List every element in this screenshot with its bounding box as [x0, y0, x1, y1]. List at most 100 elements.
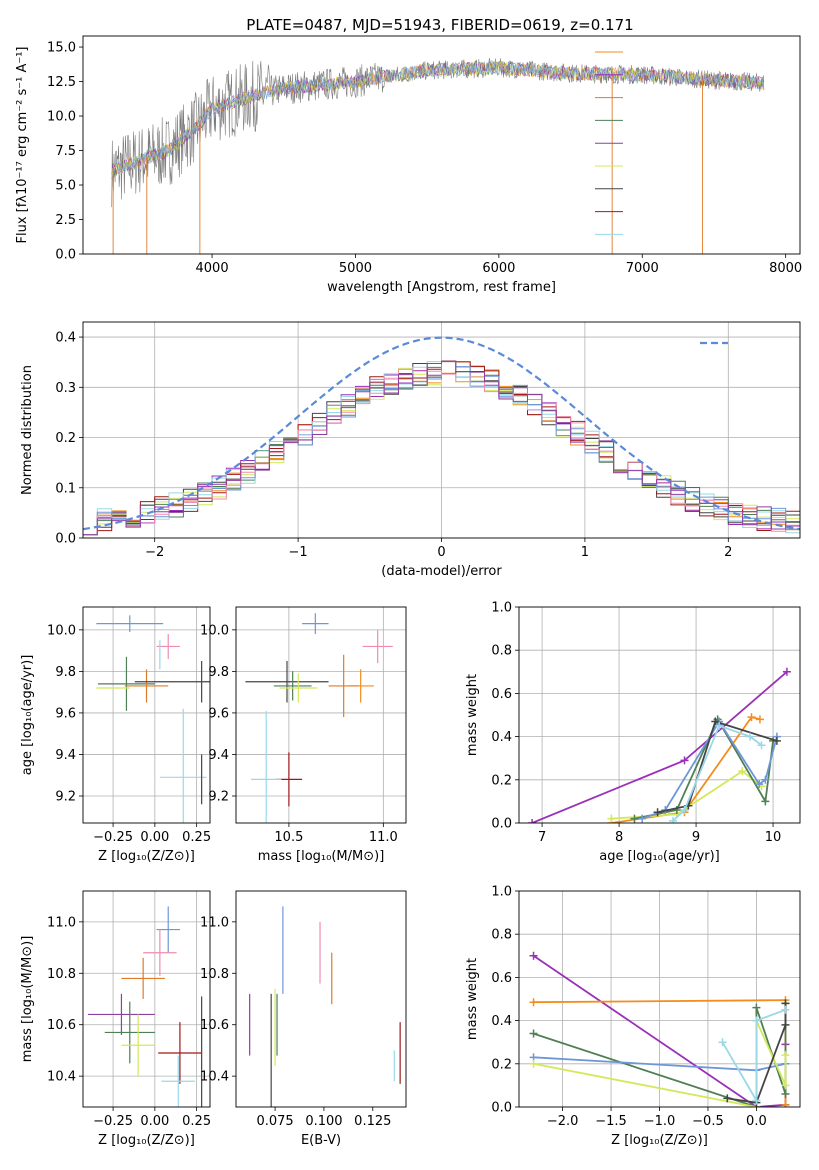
residual-histogram: [83, 368, 800, 536]
x-tick-label: 5000: [339, 261, 372, 276]
y-tick-label: 0.4: [491, 730, 512, 745]
weight-marker: [755, 715, 764, 724]
axes-frame: [82, 35, 801, 255]
x-tick-label: −1.0: [644, 1114, 676, 1129]
y-tick-label: 10.6: [47, 1018, 76, 1033]
x-tick-label: −1: [289, 545, 308, 560]
y-tick-label: 0.0: [491, 1101, 512, 1116]
y-axis-label: mass weight: [465, 674, 480, 756]
y-tick-label: 0.6: [491, 971, 512, 986]
x-tick-label: 1: [581, 545, 589, 560]
panel-spectrum: 4000 5000 6000 7000 8000 0.0 2.5 5.0 7.5 10.0 12.5…: [15, 35, 802, 295]
y-axis-label: mass [log₁₀(M/M⊙)]: [20, 936, 35, 1063]
y-tick-label: 0.0: [55, 248, 76, 263]
weight-marker: [781, 1005, 790, 1014]
y-tick-label: 0.2: [491, 1057, 512, 1072]
weight-marker: [757, 741, 766, 750]
y-axis-label: Flux [fλ10⁻¹⁷ erg cm⁻² s⁻¹ A⁻¹]: [15, 47, 30, 244]
weight-series: [611, 716, 761, 823]
weight-marker: [711, 717, 720, 726]
plot-area: [236, 607, 406, 823]
weight-marker: [761, 797, 770, 806]
plot-area: [111, 57, 765, 254]
weight-marker: [747, 713, 756, 722]
x-axis-label: age [log₁₀(age/yr)]: [599, 849, 720, 864]
weight-marker: [723, 1094, 732, 1103]
y-tick-label: 11.0: [200, 915, 229, 930]
x-tick-label: 0.0: [746, 1114, 767, 1129]
weight-marker: [680, 806, 689, 815]
weight-marker: [782, 667, 791, 676]
plot-area: [519, 607, 800, 823]
x-axis-label: Z [log₁₀(Z/Z⊙)]: [611, 1133, 708, 1148]
weight-series: [657, 720, 778, 814]
x-tick-label: 9: [692, 830, 700, 845]
x-axis-label: (data-model)/error: [381, 564, 502, 579]
axes-frame: [82, 321, 801, 539]
weight-marker: [752, 1003, 761, 1012]
panel-weight-vs-age: 7 8 9 10 0.0 0.2 0.4 0.6 0.8 1.0 age [log₁₀(age/yr…: [465, 601, 801, 864]
y-axis-label: Normed distribution: [20, 365, 35, 495]
x-tick-label: 0.100: [305, 1114, 342, 1129]
x-tick-label: 2: [724, 545, 732, 560]
weight-marker: [529, 1059, 538, 1068]
weight-marker: [772, 736, 781, 745]
figure-title: PLATE=0487, MJD=51943, FIBERID=0619, z=0…: [246, 16, 633, 34]
x-tick-label: 0.00: [140, 830, 169, 845]
weight-marker: [738, 767, 747, 776]
y-tick-label: 9.4: [55, 748, 76, 763]
x-tick-label: 4000: [196, 261, 229, 276]
y-tick-label: 9.4: [208, 748, 229, 763]
panel-age-vs-mass: 10.5 11.0 9.2 9.4 9.6 9.8 10.0 mass [log₁₀(M/M⊙…: [200, 606, 407, 864]
weight-marker: [529, 1029, 538, 1038]
weight-marker: [607, 814, 616, 823]
weight-marker: [781, 1020, 790, 1029]
x-tick-label: 10.5: [274, 830, 303, 845]
model-spectrum: [111, 61, 764, 179]
x-axis-label: wavelength [Angstrom, rest frame]: [327, 280, 556, 295]
weight-marker: [630, 814, 639, 823]
panel-weight-vs-Z: −2.0 −1.5 −1.0 −0.5 0.0 0.0 0.2 0.4 0.6 0.8 1.0 Z […: [465, 885, 801, 1148]
y-tick-label: 15.0: [47, 41, 76, 56]
x-tick-label: 0.125: [354, 1114, 391, 1129]
plot-area: [249, 906, 401, 1107]
y-tick-label: 0.0: [491, 817, 512, 832]
plot-area: [83, 891, 210, 1107]
y-tick-label: 9.6: [208, 706, 229, 721]
weight-marker: [529, 998, 538, 1007]
y-axis-label: mass weight: [465, 958, 480, 1040]
y-tick-label: 5.0: [55, 179, 76, 194]
axes-frame: [235, 890, 407, 1108]
axes-frame: [82, 606, 211, 824]
weight-marker: [680, 756, 689, 765]
x-tick-label: −2.0: [547, 1114, 579, 1129]
y-tick-label: 10.4: [47, 1070, 76, 1085]
panel-residuals: −2 −1 0 1 2 0.0 0.1 0.2 0.3 0.4 (data-model)/error…: [20, 321, 801, 579]
axes-frame: [82, 890, 211, 1108]
weight-marker: [781, 1051, 790, 1060]
weight-marker: [638, 814, 647, 823]
weight-marker: [781, 1090, 790, 1099]
x-axis-label: mass [log₁₀(M/M⊙)]: [258, 849, 385, 864]
x-tick-label: −0.5: [692, 1114, 724, 1129]
x-tick-label: −2: [145, 545, 164, 560]
x-tick-label: 0: [437, 545, 445, 560]
axes-frame: [518, 890, 801, 1108]
y-tick-label: 9.2: [55, 790, 76, 805]
y-tick-label: 10.0: [47, 623, 76, 638]
weight-marker: [718, 1038, 727, 1047]
weight-marker: [653, 808, 662, 817]
weight-series: [727, 1003, 787, 1104]
x-tick-label: 10: [765, 830, 782, 845]
y-tick-label: 0.3: [55, 381, 76, 396]
weight-marker: [781, 1081, 790, 1090]
x-tick-label: 7000: [626, 261, 659, 276]
x-tick-label: 7: [538, 830, 546, 845]
y-tick-label: 1.0: [491, 885, 512, 900]
y-tick-label: 2.5: [55, 213, 76, 228]
y-tick-label: 0.2: [55, 431, 76, 446]
x-tick-label: −1.5: [595, 1114, 627, 1129]
residual-histogram: [83, 360, 800, 536]
weight-marker: [752, 1016, 761, 1025]
